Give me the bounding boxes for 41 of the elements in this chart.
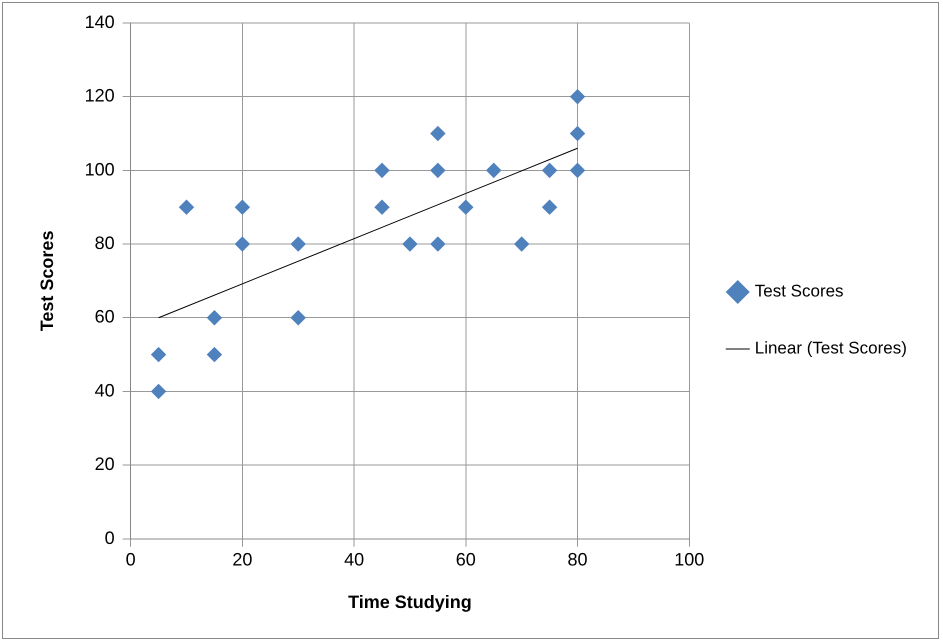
y-tick-label: 20 xyxy=(94,454,115,474)
x-axis-title: Time Studying xyxy=(348,592,472,612)
y-tick-label: 140 xyxy=(84,12,115,32)
point xyxy=(430,162,446,178)
point xyxy=(430,236,446,252)
point xyxy=(570,89,586,104)
point xyxy=(206,347,222,362)
point xyxy=(570,126,586,142)
x-tick-label: 0 xyxy=(126,550,136,570)
y-tick-label: 80 xyxy=(94,233,115,254)
y-tick-label: 60 xyxy=(94,306,115,327)
point xyxy=(542,200,558,215)
x-tick-label: 20 xyxy=(232,550,252,570)
y-tick-label: 0 xyxy=(104,528,115,548)
point xyxy=(486,162,502,178)
x-tick-label: 60 xyxy=(456,550,476,570)
point xyxy=(206,310,222,326)
point xyxy=(178,200,194,215)
point xyxy=(514,236,530,252)
point xyxy=(290,310,306,326)
x-tick-label: 40 xyxy=(344,550,364,570)
y-tick-label: 100 xyxy=(84,159,115,180)
x-tick-label: 80 xyxy=(568,550,588,570)
point xyxy=(374,162,390,178)
x-tick-label: 100 xyxy=(674,550,704,570)
point xyxy=(542,162,558,178)
legend-label: Test Scores xyxy=(754,282,844,301)
y-tick-label: 40 xyxy=(94,380,115,400)
point xyxy=(374,200,390,215)
point xyxy=(290,236,306,252)
point xyxy=(234,236,250,252)
point xyxy=(402,236,418,252)
point xyxy=(430,126,446,142)
legend-label: Linear (Test Scores) xyxy=(754,338,907,358)
y-tick-label: 120 xyxy=(84,86,115,106)
point xyxy=(151,347,166,362)
point xyxy=(151,384,166,399)
point xyxy=(458,200,474,215)
point xyxy=(234,200,250,215)
point xyxy=(570,162,586,178)
y-axis-title: Test Scores xyxy=(36,230,57,332)
